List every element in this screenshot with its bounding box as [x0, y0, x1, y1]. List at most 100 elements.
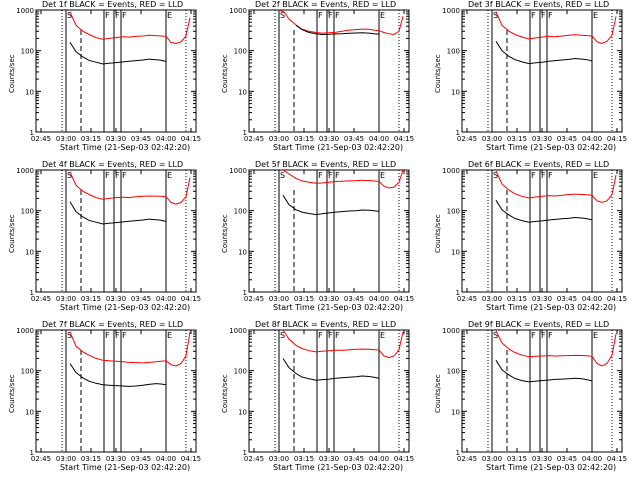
plot-frame [248, 9, 410, 133]
x-tick-label: 03:45 [131, 135, 151, 143]
x-tick-label: 04:15 [181, 135, 201, 143]
x-axis-label: Start Time (21-Sep-03 02:42:20) [60, 463, 191, 472]
marker-label: F [531, 11, 536, 20]
y-tick-label: 10 [451, 248, 460, 256]
marker-label: F [105, 11, 110, 20]
x-tick-label: 03:00 [482, 295, 502, 303]
events-series-line [495, 200, 593, 223]
marker-label: F [541, 331, 546, 340]
marker-label: S [280, 171, 285, 180]
marker-label: S [67, 331, 72, 340]
x-tick-label: 03:45 [344, 295, 364, 303]
y-tick-label: 1000 [16, 327, 34, 335]
lld-series-line [495, 11, 617, 45]
detector-panel: Det 1f BLACK = Events, RED = LLD Start Ti… [0, 0, 213, 160]
x-tick-label: 04:15 [607, 295, 627, 303]
lld-series-line [69, 171, 191, 205]
x-tick-label: 04:00 [156, 295, 176, 303]
marker-label: E [593, 11, 598, 20]
y-tick-label: 10 [238, 408, 247, 416]
y-tick-label: 10 [238, 88, 247, 96]
x-axis-label: Start Time (21-Sep-03 02:42:20) [60, 303, 191, 312]
x-tick-label: 03:45 [557, 135, 577, 143]
marker-label: F [122, 11, 127, 20]
marker-label: F [548, 171, 553, 180]
x-tick-label: 04:00 [156, 135, 176, 143]
panel-title: Det 3f BLACK = Events, RED = LLD [468, 0, 610, 9]
marker-label: F [115, 11, 120, 20]
plot-frame [35, 329, 197, 453]
y-tick-label: 1000 [229, 327, 247, 335]
plot-area: 1 10 100 1000 02:45 03:00 03:15 03:30 03:45 04:00… [16, 327, 201, 463]
x-tick-label: 02:45 [244, 295, 264, 303]
panel-title: Det 9f BLACK = Events, RED = LLD [468, 320, 610, 329]
marker-label: F [335, 331, 340, 340]
x-tick-label: 03:45 [344, 135, 364, 143]
plot-area: 1 10 100 1000 02:45 03:00 03:15 03:30 03:45 04:00… [442, 327, 627, 463]
x-tick-label: 04:15 [607, 455, 627, 463]
panel-title: Det 1f BLACK = Events, RED = LLD [42, 0, 184, 9]
y-tick-label: 100 [234, 48, 247, 56]
y-tick-label: 10 [238, 248, 247, 256]
x-axis-label: Start Time (21-Sep-03 02:42:20) [273, 143, 404, 152]
y-tick-label: 100 [447, 208, 460, 216]
x-tick-label: 03:15 [294, 135, 314, 143]
x-tick-label: 03:45 [557, 295, 577, 303]
x-tick-label: 03:00 [56, 135, 76, 143]
plot-frame [461, 9, 623, 133]
marker-label: S [493, 11, 498, 20]
y-tick-label: 100 [447, 48, 460, 56]
x-tick-label: 04:00 [582, 135, 602, 143]
x-tick-label: 03:45 [344, 455, 364, 463]
marker-label: F [541, 11, 546, 20]
x-tick-label: 04:15 [394, 295, 414, 303]
x-tick-label: 03:15 [294, 455, 314, 463]
x-axis-label: Start Time (21-Sep-03 02:42:20) [60, 143, 191, 152]
y-tick-label: 100 [447, 368, 460, 376]
plot-area: 1 10 100 1000 02:45 03:00 03:15 03:30 03:45 04:00… [229, 7, 414, 143]
plot-frame [461, 329, 623, 453]
panel-title: Det 8f BLACK = Events, RED = LLD [255, 320, 397, 329]
x-tick-label: 03:30 [319, 455, 339, 463]
x-tick-label: 02:45 [244, 135, 264, 143]
events-series-line [69, 201, 167, 225]
events-series-line [295, 24, 380, 36]
marker-label: F [318, 11, 323, 20]
plot-area: 1 10 100 1000 02:45 03:00 03:15 03:30 03:45 04:00… [229, 327, 414, 463]
marker-label: S [493, 331, 498, 340]
y-tick-label: 1000 [229, 7, 247, 15]
marker-label: F [105, 331, 110, 340]
plot-frame [248, 329, 410, 453]
x-tick-label: 03:00 [269, 135, 289, 143]
y-tick-label: 1000 [16, 167, 34, 175]
y-tick-label: 10 [25, 88, 34, 96]
panel-title: Det 5f BLACK = Events, RED = LLD [255, 160, 397, 169]
x-tick-label: 03:15 [81, 135, 101, 143]
x-tick-label: 03:00 [56, 455, 76, 463]
x-tick-label: 02:45 [31, 295, 51, 303]
lld-series-line [69, 11, 191, 45]
plot-frame [35, 9, 197, 133]
x-tick-label: 03:30 [106, 455, 126, 463]
detector-panel: Det 7f BLACK = Events, RED = LLD Start Ti… [0, 320, 213, 480]
plot-area: 1 10 100 1000 02:45 03:00 03:15 03:30 03:45 04:00… [16, 167, 201, 303]
marker-label: F [318, 331, 323, 340]
y-tick-label: 1 [456, 289, 460, 297]
x-tick-label: 03:00 [482, 455, 502, 463]
marker-label: E [167, 11, 172, 20]
events-series-line [282, 358, 380, 381]
y-tick-label: 100 [21, 208, 34, 216]
lld-series-line [282, 329, 404, 359]
marker-label: E [380, 171, 385, 180]
lld-series-line [69, 331, 191, 367]
detector-panel: Det 3f BLACK = Events, RED = LLD Start Ti… [426, 0, 639, 160]
x-tick-label: 02:45 [244, 455, 264, 463]
marker-label: F [335, 171, 340, 180]
y-tick-label: 100 [234, 368, 247, 376]
y-tick-label: 1 [243, 129, 247, 137]
plot-frame [248, 169, 410, 293]
x-tick-label: 02:45 [457, 295, 477, 303]
x-axis-label: Start Time (21-Sep-03 02:42:20) [486, 143, 617, 152]
plot-area: 1 10 100 1000 02:45 03:00 03:15 03:30 03:45 04:00… [442, 167, 627, 303]
plot-frame [461, 169, 623, 293]
